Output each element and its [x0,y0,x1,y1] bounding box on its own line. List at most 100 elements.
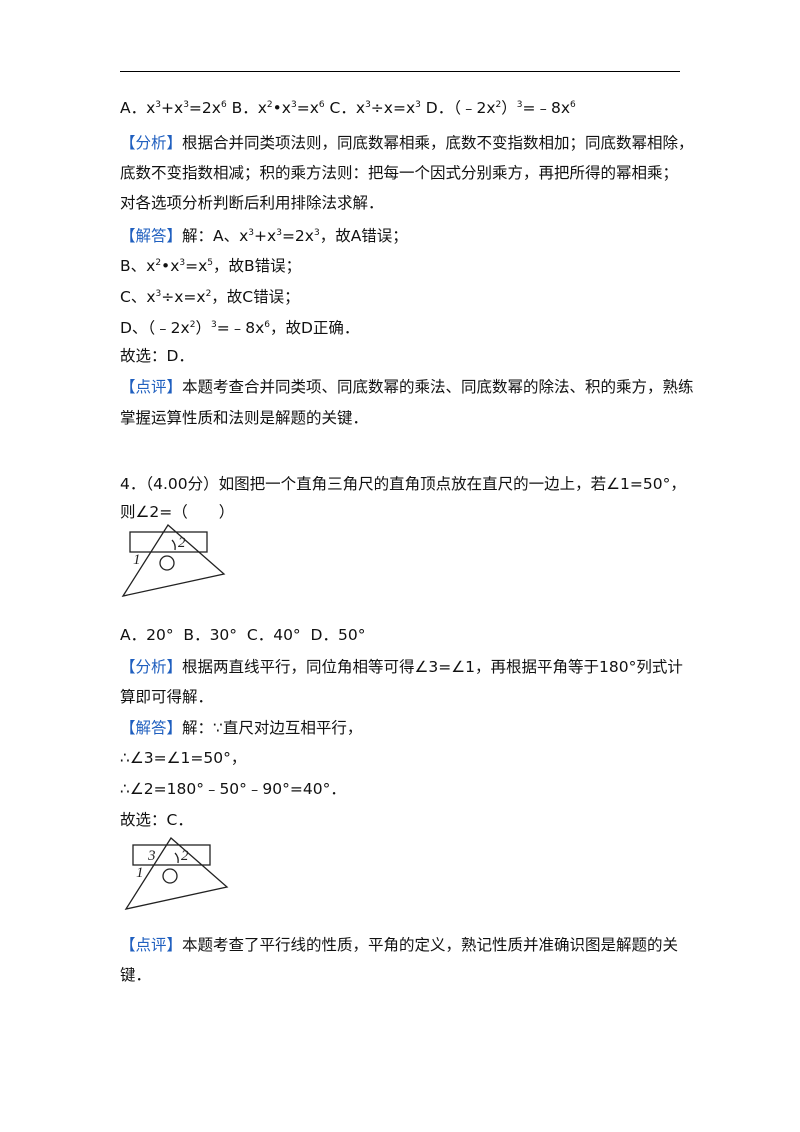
text-line: 【点评】本题考查了平行线的性质，平角的定义，熟记性质并准确识图是解题的关 [120,934,678,956]
superscript: 3 [313,228,320,238]
angle-arc [174,852,179,864]
text-run: =﹣8x [216,319,265,337]
figure-2: 3 1 2 [124,837,229,910]
text-line: 算即可得解． [120,686,213,708]
ruler [129,531,208,553]
text-line: 故选：C． [120,809,193,831]
text-line: 故选：D． [120,345,194,367]
text-run: D．（﹣2x [420,99,496,117]
superscript: 3 [516,100,523,110]
superscript: 2 [155,258,162,268]
text-run: ∴∠3=∠1=50°， [120,749,247,767]
text-run: ÷x=x [161,288,206,306]
superscript: 3 [248,228,255,238]
superscript: 3 [365,100,371,110]
hole [162,868,178,884]
text-line: 对各选项分析判断后利用排除法求解． [120,192,384,214]
text-run: ，故C错误； [211,288,300,306]
section-tag: 【解答】 [120,719,183,737]
text-line: ∴∠2=180°﹣50°﹣90°=40°． [120,778,346,800]
text-run: 本题考查了平行线的性质，平角的定义，熟记性质并准确识图是解题的关 [182,936,679,954]
superscript: 2 [205,289,212,299]
superscript: 2 [495,100,502,110]
text-line: D、（﹣2x2）3=﹣8x6，故D正确． [120,314,359,339]
text-run: 底数不变指数相减；积的乘方法则：把每一个因式分别乘方，再把所得的幂相乘； [120,164,679,182]
text-run: ，故A错误； [319,227,408,245]
text-run: 本题考查合并同类项、同底数幂的乘法、同底数幂的除法、积的乘方，熟练 [182,378,694,396]
triangle [121,524,226,597]
text-run: ÷x=x [370,99,416,117]
text-run: B．x [226,99,267,117]
angle-label: 2 [181,848,189,864]
superscript: 3 [210,320,217,330]
section-tag: 【解答】 [120,227,183,245]
text-run: ） [501,99,517,117]
text-line: C、x3÷x=x2，故C错误； [120,283,300,308]
superscript: 3 [179,258,186,268]
angle-label: 2 [178,535,186,551]
superscript: 6 [264,320,270,330]
ruler [132,844,211,866]
text-run: 键． [120,966,152,984]
text-run: 解：∵直尺对边互相平行， [182,719,363,737]
text-run: •x [161,257,180,275]
text-run: ∴∠2=180°﹣50°﹣90°=40°． [120,780,346,798]
text-run: ，故D正确． [269,319,360,337]
text-line: 掌握运算性质和法则是解题的关键． [120,407,368,429]
text-line: 【点评】本题考查合并同类项、同底数幂的乘法、同底数幂的除法、积的乘方，熟练 [120,376,694,398]
text-run: D、（﹣2x [120,319,190,337]
text-line: ∴∠3=∠1=50°， [120,747,246,769]
angle-arc [171,539,176,551]
text-run: 对各选项分析判断后利用排除法求解． [120,194,384,212]
section-tag: 【点评】 [120,936,183,954]
text-run: A．x [120,99,156,117]
text-run: 根据两直线平行，同位角相等可得∠3=∠1，再根据平角等于180°列式计 [182,658,683,676]
text-line: B、x2•x3=x5，故B错误； [120,252,301,277]
angle-label: 1 [133,552,141,568]
text-run: ） [195,319,211,337]
angle-label: 3 [147,848,156,864]
superscript: 6 [318,100,325,110]
triangle [124,837,229,910]
text-run: =x [185,257,208,275]
text-run: +x [254,227,277,245]
text-line: 【分析】根据合并同类项法则，同底数幂相乘，底数不变指数相加；同底数幂相除， [120,132,694,154]
text-run: +x [161,99,184,117]
superscript: 3 [155,100,162,110]
section-tag: 【点评】 [120,378,183,396]
text-run: A．20° B．30° C．40° D．50° [120,626,366,644]
text-run: 根据合并同类项法则，同底数幂相乘，底数不变指数相加；同底数幂相除， [182,134,694,152]
superscript: 6 [570,100,576,110]
angle-label: 1 [136,865,144,881]
text-run: 故选：C． [120,811,193,829]
text-run: =2x [188,99,221,117]
text-run: 则∠2=（ ） [120,503,235,521]
header-rule [120,71,680,72]
superscript: 2 [266,100,273,110]
text-line: 【解答】解：A、x3+x3=2x3，故A错误； [120,222,408,247]
superscript: 5 [207,258,214,268]
text-line: 【解答】解：∵直尺对边互相平行， [120,717,362,739]
text-run: C．x [324,99,366,117]
superscript: 3 [415,100,421,110]
superscript: 3 [276,228,282,238]
text-run: =2x [281,227,314,245]
superscript: 2 [189,320,196,330]
text-run: =x [296,99,319,117]
section-tag: 【分析】 [120,658,183,676]
text-run: 故选：D． [120,347,194,365]
text-run: 4．（4.00分）如图把一个直角三角尺的直角顶点放在直尺的一边上，若∠1=50°… [120,475,686,493]
text-line: 键． [120,964,151,986]
text-run: 掌握运算性质和法则是解题的关键． [120,409,369,427]
text-run: =﹣8x [522,99,571,117]
superscript: 6 [220,100,227,110]
text-run: B、x [120,257,156,275]
text-line: 则∠2=（ ） [120,501,234,523]
section-tag: 【分析】 [120,134,183,152]
text-run: ，故B错误； [213,257,302,275]
text-run: 解：A、x [182,227,249,245]
text-run: •x [272,99,291,117]
text-run: 算即可得解． [120,688,214,706]
